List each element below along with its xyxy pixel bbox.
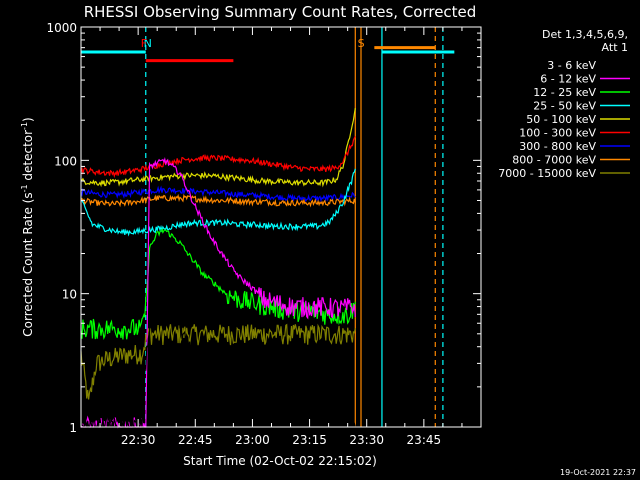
y-tick-label: 1 (69, 421, 77, 435)
legend-label: 3 - 6 keV (547, 59, 596, 72)
status-bars (81, 46, 455, 63)
plot-frame (80, 26, 482, 428)
x-tick-label: 23:00 (235, 433, 270, 447)
series-line (80, 193, 356, 208)
x-axis-label: Start Time (02-Oct-02 22:15:02) (183, 454, 377, 468)
annotation-F: F (141, 37, 147, 50)
x-tick-label: 23:30 (349, 433, 384, 447)
series-line (80, 136, 356, 179)
annotation-N: N (144, 37, 152, 50)
legend-label: 6 - 12 keV (540, 73, 596, 86)
x-tick-label: 23:15 (292, 433, 327, 447)
y-tick-label: 100 (54, 154, 77, 168)
annotation-S: S (358, 37, 365, 50)
legend-header-2: Att 1 (602, 41, 628, 54)
event-lines (145, 27, 444, 427)
y-axis: 1 10 100 1000 (46, 21, 481, 435)
legend-label: 25 - 50 keV (533, 100, 596, 113)
legend-label: 800 - 7000 keV (512, 154, 596, 167)
x-tick-label: 23:45 (407, 433, 442, 447)
series-line (80, 228, 356, 340)
x-tick-label: 22:45 (178, 433, 213, 447)
chart-title: RHESSI Observing Summary Count Rates, Co… (84, 3, 477, 21)
legend-label: 100 - 300 keV (519, 127, 596, 140)
legend-label: 7000 - 15000 keV (498, 167, 596, 180)
legend-label: 12 - 25 keV (533, 86, 596, 99)
y-tick-label: 1000 (46, 21, 77, 35)
x-tick-label: 22:30 (121, 433, 156, 447)
timestamp: 19-Oct-2021 22:37 (560, 468, 636, 477)
legend-header-1: Det 1,3,4,5,6,9, (542, 28, 628, 41)
x-axis: 22:30 22:45 23:00 23:15 23:30 23:45 (99, 27, 463, 447)
y-tick-label: 10 (62, 288, 77, 302)
annotation-labels: NF S (141, 37, 365, 50)
legend-label: 300 - 800 keV (519, 140, 596, 153)
y-axis-label: Corrected Count Rate (s-1 detector-1) (20, 117, 35, 336)
series-line (80, 323, 356, 400)
series-line (80, 185, 356, 203)
series-line (80, 108, 356, 188)
series-line (80, 168, 356, 237)
legend-label: 50 - 100 keV (526, 113, 596, 126)
